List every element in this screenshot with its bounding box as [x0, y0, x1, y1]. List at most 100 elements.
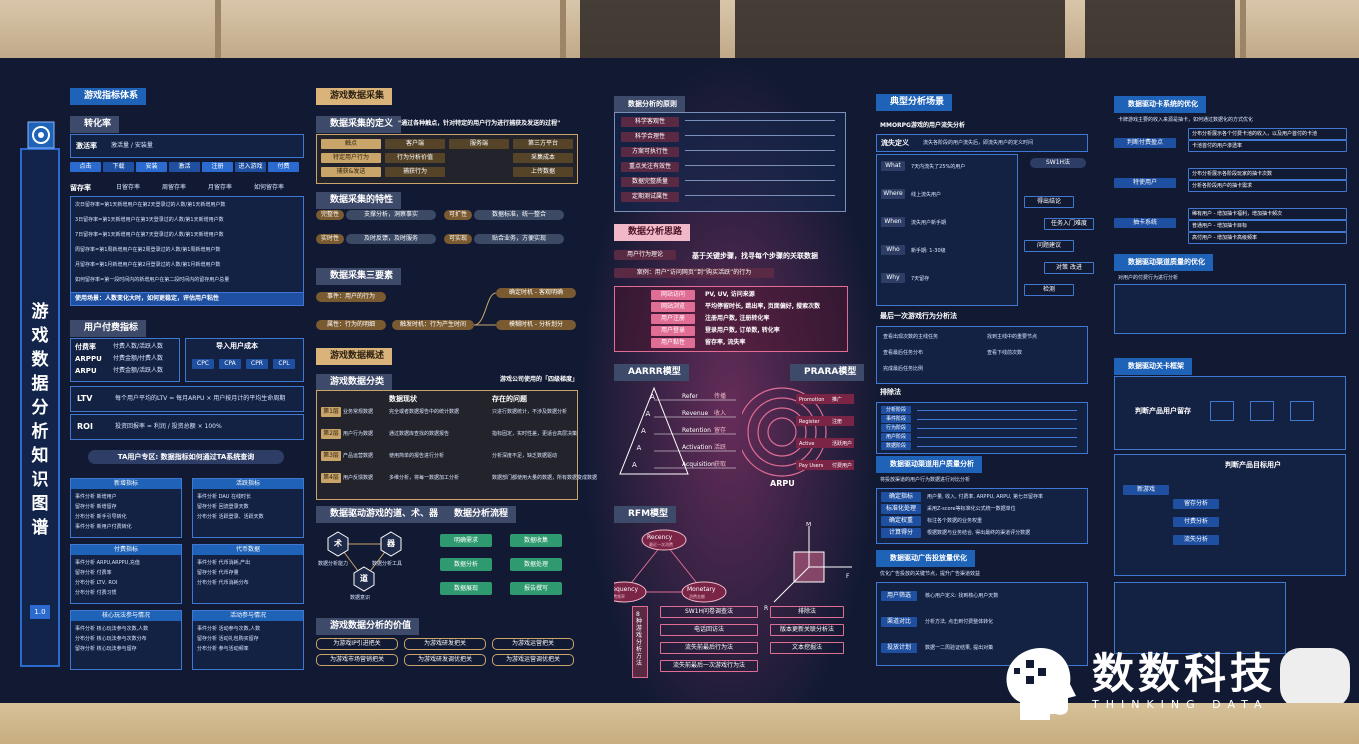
cost-tag: CPL: [273, 359, 295, 369]
wall-panel: [1085, 0, 1235, 58]
prara-ring: [747, 397, 817, 467]
ladder-status: 多维分析，将每一数据加工分析: [389, 475, 460, 481]
ladder-level: 第2层: [321, 429, 341, 439]
metric-card-line: 分布分析 代币消耗分布: [197, 580, 249, 586]
retention-note: 使用场景：人数变化大时，如何更稳定，评估用户粘性: [70, 292, 304, 306]
aarrr-level: Acquisition: [682, 461, 715, 468]
gacha-label: 特使用户: [1114, 178, 1176, 188]
sw1h-answer: 流失用户新手期: [911, 220, 947, 226]
knowledge-board: 游戏数据分析知识图谱 1.0 游戏指标体系 转化率 激活率 激活量 / 安装量 …: [0, 58, 1359, 703]
background-wall: [0, 0, 1359, 60]
dao-diagram: [327, 531, 402, 592]
prara-cn: 注册: [832, 418, 842, 425]
rfm-node-cn: 消费频率: [614, 593, 625, 599]
import-cost-label: 导入用户成本: [216, 342, 258, 350]
collection-table: 触点 客户端 服务端 第三方平台 特定用户行为 行为分析价值 采集成本 捕获&发送 捕获行为 上传…: [316, 134, 578, 184]
wall-stripe: [215, 0, 221, 60]
sw1h-question: When: [881, 217, 905, 227]
title-char: 知: [31, 446, 49, 466]
quality-step: 计算得分: [881, 528, 921, 538]
activation-formula: 激活量 / 安装量: [111, 142, 153, 149]
conversion-stage: 激活: [169, 162, 200, 172]
final-task-row: 完成最后任务比例: [883, 366, 924, 372]
collection-cell: 服务端: [449, 139, 509, 149]
collection-cell: 客户端: [385, 139, 445, 149]
title-char: 据: [31, 374, 49, 394]
metric-card: 付费指标 事件分析 ARPU,ARPPU,充值 留存分析 付费率 分布分析 LTV, …: [70, 544, 182, 604]
final-task-box: 查看出现次数的主线任务 找到主线中的重要节点 查看最后任务分布 查看下线前次数 完成最后…: [876, 326, 1088, 384]
dao-label-dao: 数据意识: [350, 595, 371, 601]
channel-box: [1114, 284, 1346, 334]
principle: 科学客观性: [621, 117, 679, 127]
ad-step: 投放计划: [881, 643, 917, 653]
pay-rate-label: 付费率: [75, 343, 96, 351]
method-item: 版本更新关联分析法: [770, 624, 844, 636]
ad-note: 优化广告投放的关键节点，提升广告渠道效益: [880, 571, 981, 577]
churn-step: 对策 改进: [1044, 262, 1094, 274]
method-item: 排除法: [770, 606, 844, 618]
roi-box: ROI 投资回报率 = 利润 / 投资总额 × 100%: [70, 414, 304, 440]
rfm-axis-label: F: [846, 573, 850, 580]
value-pill: 为游戏市场营销把关: [316, 654, 398, 666]
ladder-status: 完全或者数据报告中的统计数据: [389, 409, 460, 415]
aarrr-letter: A: [632, 461, 637, 469]
method-item: 流失前最后一次游戏行为法: [660, 660, 758, 672]
exclude-line: [917, 419, 1077, 420]
brain-icon: [27, 121, 55, 149]
logic-def: 基于关键步骤，找寻每个步骤的关联数据: [692, 252, 818, 260]
ltv-def: 每个用户平均的LTV = 每月ARPU × 用户按月计的平均生命周期: [115, 395, 286, 402]
metric-card-line: 事件分析 活动参与次数,人数: [197, 626, 261, 632]
funnel-node: [1250, 401, 1274, 421]
metric-card-line: 留存分析 新增留存: [75, 504, 117, 510]
ad-step: 渠道对比: [881, 617, 917, 627]
vertical-title-text: 游戏数据分析知识图谱: [22, 300, 58, 540]
abtest-box: 判断产品用户留存: [1114, 376, 1346, 450]
rfm-node: [641, 529, 687, 551]
conversion-stage: 注册: [202, 162, 233, 172]
ad-desc: 分析方法, 点击到付费整体转化: [925, 619, 994, 625]
retention-tab: 周留存率: [162, 184, 187, 191]
aarrr-pyramid: Refer 传播 A Revenue 收入 A Retention 留存 A Activation…: [619, 386, 736, 475]
metric-card: 代币数据 事件分析 代币消耗,产出 留存分析 代币存量 分布分析 代币消耗分布: [192, 544, 304, 604]
logic-label: 用户行为理论: [614, 250, 676, 260]
aarrr-letter: A: [637, 444, 642, 452]
metric-card-line: 事件分析 新增用户: [75, 494, 117, 500]
retention-row: 3日留存率=第1天新增用户在第3天登录过的人数/第1天新增用户数: [75, 217, 224, 223]
prara-tag: [796, 394, 854, 404]
sw1h-answer: 线上流失用户: [911, 192, 942, 198]
aarrr-cn: 收入: [714, 409, 726, 417]
quality-desc: 标注各个数据的业务权重: [927, 518, 983, 524]
title-char: 戏: [31, 326, 49, 346]
gacha-item: 卡池首付的用户渗透率: [1188, 140, 1347, 152]
principle: 数据完整质量: [621, 177, 679, 187]
conversion-label: 转化率: [70, 116, 120, 133]
feature-tag: 贴合业务，方便实现: [474, 234, 564, 244]
product-box: 判断产品目标用户 新游戏 留存分析 付费分析 流失分析: [1114, 454, 1346, 576]
brand-sub: THINKING DATA: [1092, 698, 1269, 711]
flow-step: 数据收集: [510, 534, 562, 547]
feature-tag: 完整性: [316, 210, 344, 220]
title-char: 游: [31, 302, 49, 322]
prara-title: PRARA模型: [790, 364, 865, 381]
churn-step: 任务入门难度: [1044, 218, 1094, 230]
exclude-line: [917, 428, 1077, 429]
timing-fuzzy-pill: 模糊时机 - 分析划分: [496, 320, 576, 330]
collection-quote: "通过各种触点，针对特定的用户行为进行捕获及发送的过程": [398, 120, 561, 127]
pay-rate-def: 付费人数/活跃人数: [113, 343, 164, 350]
version-badge: 1.0: [30, 605, 50, 619]
retention-row: 如何留存率=第一段时间内的新增用户在第二段时间内的留存用户总量: [75, 277, 230, 283]
collection-cell: 行为分析价值: [385, 153, 445, 163]
funnel-node: [1210, 401, 1234, 421]
quality-box: 确定指标 用户量, 收入, 付费率, ARPPU, ARPU, 第七日留存率 标准化…: [876, 488, 1088, 544]
collection-definition-label: 数据采集的定义: [316, 116, 402, 133]
final-task-title: 最后一次游戏行为分析法: [880, 312, 957, 320]
aarrr-cn: 留存: [714, 426, 726, 434]
exclude-line: [917, 446, 1077, 447]
metric-card: 活动参与情况 事件分析 活动参与次数,人数 留存分析 活动礼包购买留存 分布分析 参与…: [192, 610, 304, 670]
prara-level: Promotion: [799, 397, 824, 403]
metric-card-title: 新增指标: [71, 479, 181, 489]
step-metric: 留存率, 流失率: [705, 339, 746, 346]
product-tag: 留存分析: [1173, 499, 1219, 509]
value-pill: 为游戏运营把关: [492, 638, 574, 650]
step-name: 网站浏览: [651, 302, 695, 312]
